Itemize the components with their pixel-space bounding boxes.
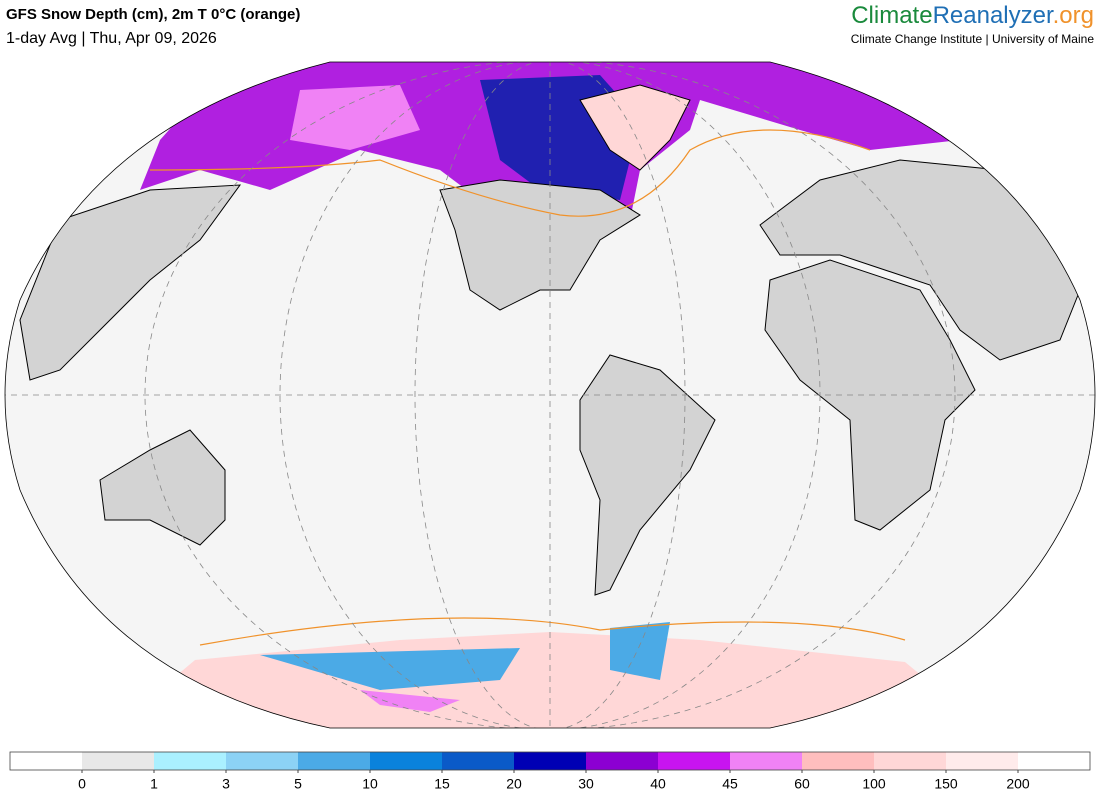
freezing-line bbox=[199, 617, 906, 646]
colorbar-segment bbox=[802, 752, 874, 770]
map-border bbox=[4, 61, 1096, 729]
colorbar-segment bbox=[10, 752, 82, 770]
snow-antarctic bbox=[610, 622, 670, 680]
colorbar-label: 40 bbox=[650, 776, 666, 792]
colorbar-label: 100 bbox=[862, 776, 886, 792]
snow-antarctic bbox=[260, 648, 520, 690]
east-asia bbox=[19, 184, 242, 381]
snow-patch bbox=[290, 85, 420, 150]
snow-antarctic bbox=[360, 690, 460, 712]
brand-part: Climate bbox=[851, 2, 932, 29]
colorbar-segment bbox=[874, 752, 946, 770]
colorbar-label: 20 bbox=[506, 776, 522, 792]
meridian bbox=[414, 62, 686, 728]
brand-part: .org bbox=[1053, 2, 1094, 29]
colorbar-label: 1 bbox=[150, 776, 158, 792]
south-america bbox=[579, 354, 716, 596]
colorbar-segment bbox=[154, 752, 226, 770]
colorbar-label: 0 bbox=[78, 776, 86, 792]
brand[interactable]: ClimateReanalyzer.org bbox=[851, 2, 1094, 29]
colorbar-segment bbox=[1018, 752, 1090, 770]
freezing-line bbox=[149, 129, 871, 217]
title: GFS Snow Depth (cm), 2m T 0°C (orange) bbox=[6, 6, 300, 23]
colorbar-label: 200 bbox=[1006, 776, 1030, 792]
colorbar-segment bbox=[298, 752, 370, 770]
tagline: Climate Change Institute | University of… bbox=[851, 32, 1095, 46]
colorbar-label: 3 bbox=[222, 776, 230, 792]
colorbar-segment bbox=[370, 752, 442, 770]
colorbar-label: 60 bbox=[794, 776, 810, 792]
colorbar-segment bbox=[226, 752, 298, 770]
subtitle: 1-day Avg | Thu, Apr 09, 2026 bbox=[6, 30, 217, 47]
colorbar-segment bbox=[82, 752, 154, 770]
colorbar-label: 15 bbox=[434, 776, 450, 792]
colorbar: 0 1 3 5 10 15 20 30 40 45 60 100 150 200 bbox=[9, 751, 1091, 792]
colorbar-label: 5 bbox=[294, 776, 302, 792]
colorbar-label: 150 bbox=[934, 776, 958, 792]
australia bbox=[99, 429, 226, 546]
map bbox=[5, 62, 1095, 728]
colorbar-label: 30 bbox=[578, 776, 594, 792]
colorbar-segment bbox=[442, 752, 514, 770]
colorbar-label: 10 bbox=[362, 776, 378, 792]
colorbar-segment bbox=[658, 752, 730, 770]
north-america bbox=[439, 179, 641, 311]
brand-part: Reanalyzer bbox=[933, 2, 1054, 29]
colorbar-frame bbox=[9, 751, 1091, 771]
meridian bbox=[279, 62, 821, 728]
colorbar-segment bbox=[514, 752, 586, 770]
greenland bbox=[579, 84, 691, 171]
colorbar-segment bbox=[946, 752, 1018, 770]
colorbar-segment bbox=[730, 752, 802, 770]
colorbar-segment bbox=[586, 752, 658, 770]
eurasia bbox=[759, 159, 1081, 361]
colorbar-label: 45 bbox=[722, 776, 738, 792]
meridian bbox=[144, 62, 956, 728]
